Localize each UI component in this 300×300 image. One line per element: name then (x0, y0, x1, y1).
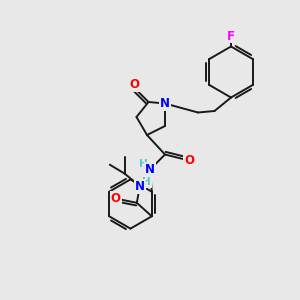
Text: H: H (142, 177, 151, 187)
Text: F: F (227, 29, 235, 43)
Text: O: O (184, 154, 194, 167)
Text: N: N (145, 163, 155, 176)
Text: N: N (160, 97, 170, 110)
Text: H: H (139, 159, 148, 169)
Text: O: O (129, 78, 140, 92)
Text: N: N (135, 180, 145, 193)
Text: O: O (111, 192, 121, 205)
